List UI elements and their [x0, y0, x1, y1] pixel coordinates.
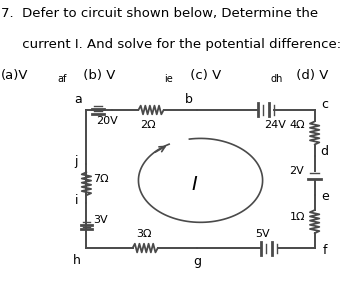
Text: 2V: 2V	[290, 166, 304, 176]
Text: (b) V: (b) V	[79, 69, 116, 82]
Text: 24V: 24V	[264, 120, 286, 130]
Text: g: g	[193, 255, 201, 268]
Text: dh: dh	[271, 74, 283, 84]
Text: (c) V: (c) V	[186, 69, 221, 82]
Text: d: d	[321, 145, 329, 158]
Text: 1Ω: 1Ω	[290, 212, 305, 222]
Text: 20V: 20V	[96, 115, 118, 126]
Text: 7.  Defer to circuit shown below, Determine the: 7. Defer to circuit shown below, Determi…	[1, 7, 318, 20]
Text: 5V: 5V	[255, 229, 270, 239]
Text: h: h	[72, 254, 80, 267]
Text: e: e	[321, 190, 328, 203]
Text: j: j	[75, 155, 78, 168]
Text: a: a	[74, 93, 82, 106]
Text: (d) V: (d) V	[292, 69, 329, 82]
Text: 3Ω: 3Ω	[136, 229, 151, 239]
Text: 3V: 3V	[93, 215, 108, 225]
Text: (a)V: (a)V	[1, 69, 28, 82]
Text: c: c	[321, 98, 328, 111]
Text: 2Ω: 2Ω	[140, 120, 156, 130]
Text: ie: ie	[164, 74, 173, 84]
Text: af: af	[57, 74, 67, 84]
Text: I: I	[192, 175, 197, 194]
Text: f: f	[322, 244, 327, 257]
Text: 4Ω: 4Ω	[290, 120, 305, 130]
Text: 7Ω: 7Ω	[93, 175, 109, 184]
Text: b: b	[185, 93, 193, 106]
Text: i: i	[75, 194, 78, 207]
Text: current I. And solve for the potential difference:: current I. And solve for the potential d…	[1, 38, 341, 51]
